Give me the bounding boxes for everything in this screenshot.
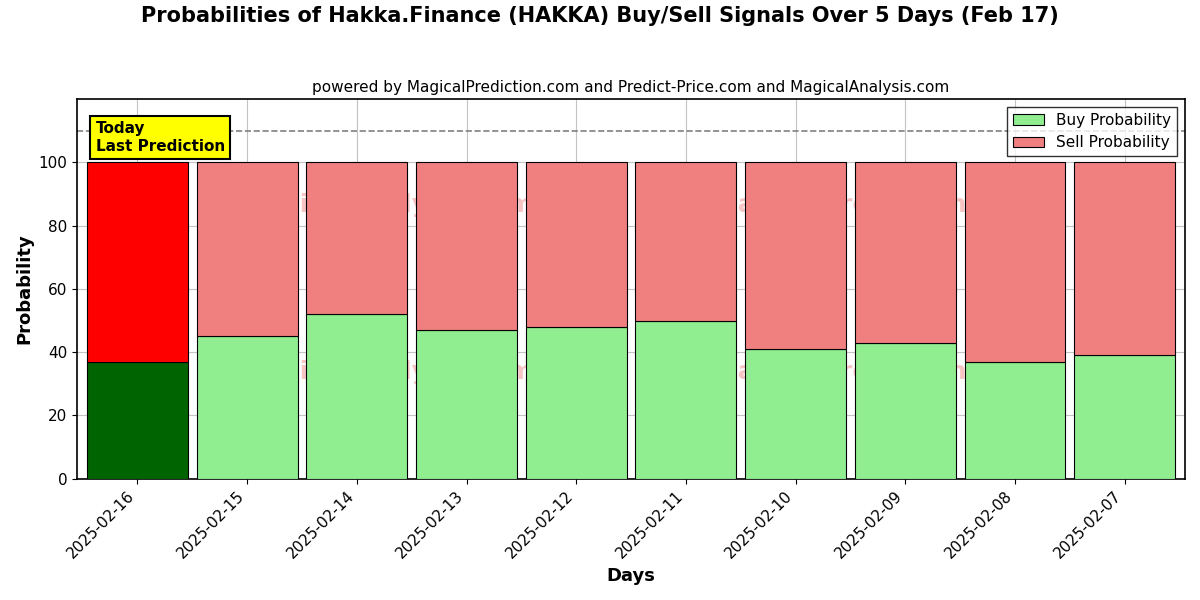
- Bar: [416, 162, 517, 330]
- Text: MagicalPrediction.com: MagicalPrediction.com: [714, 361, 1036, 385]
- Text: MagicalAnalysis.com: MagicalAnalysis.com: [240, 361, 534, 385]
- Y-axis label: Probability: Probability: [14, 233, 32, 344]
- Bar: [197, 162, 298, 337]
- X-axis label: Days: Days: [607, 567, 655, 585]
- Bar: [197, 337, 298, 479]
- Bar: [416, 330, 517, 479]
- Bar: [854, 162, 955, 343]
- Title: powered by MagicalPrediction.com and Predict-Price.com and MagicalAnalysis.com: powered by MagicalPrediction.com and Pre…: [312, 80, 949, 95]
- Bar: [526, 327, 626, 479]
- Text: Probabilities of Hakka.Finance (HAKKA) Buy/Sell Signals Over 5 Days (Feb 17): Probabilities of Hakka.Finance (HAKKA) B…: [142, 6, 1058, 26]
- Bar: [965, 362, 1066, 479]
- Bar: [306, 314, 407, 479]
- Bar: [526, 162, 626, 327]
- Bar: [1074, 162, 1175, 355]
- Bar: [306, 162, 407, 314]
- Bar: [745, 349, 846, 479]
- Bar: [965, 162, 1066, 362]
- Bar: [636, 320, 737, 479]
- Legend: Buy Probability, Sell Probability: Buy Probability, Sell Probability: [1007, 107, 1177, 157]
- Bar: [88, 362, 188, 479]
- Bar: [1074, 355, 1175, 479]
- Text: MagicalPrediction.com: MagicalPrediction.com: [714, 193, 1036, 217]
- Bar: [745, 162, 846, 349]
- Text: MagicalAnalysis.com: MagicalAnalysis.com: [240, 193, 534, 217]
- Bar: [854, 343, 955, 479]
- Bar: [88, 162, 188, 362]
- Text: Today
Last Prediction: Today Last Prediction: [96, 121, 226, 154]
- Bar: [636, 162, 737, 320]
